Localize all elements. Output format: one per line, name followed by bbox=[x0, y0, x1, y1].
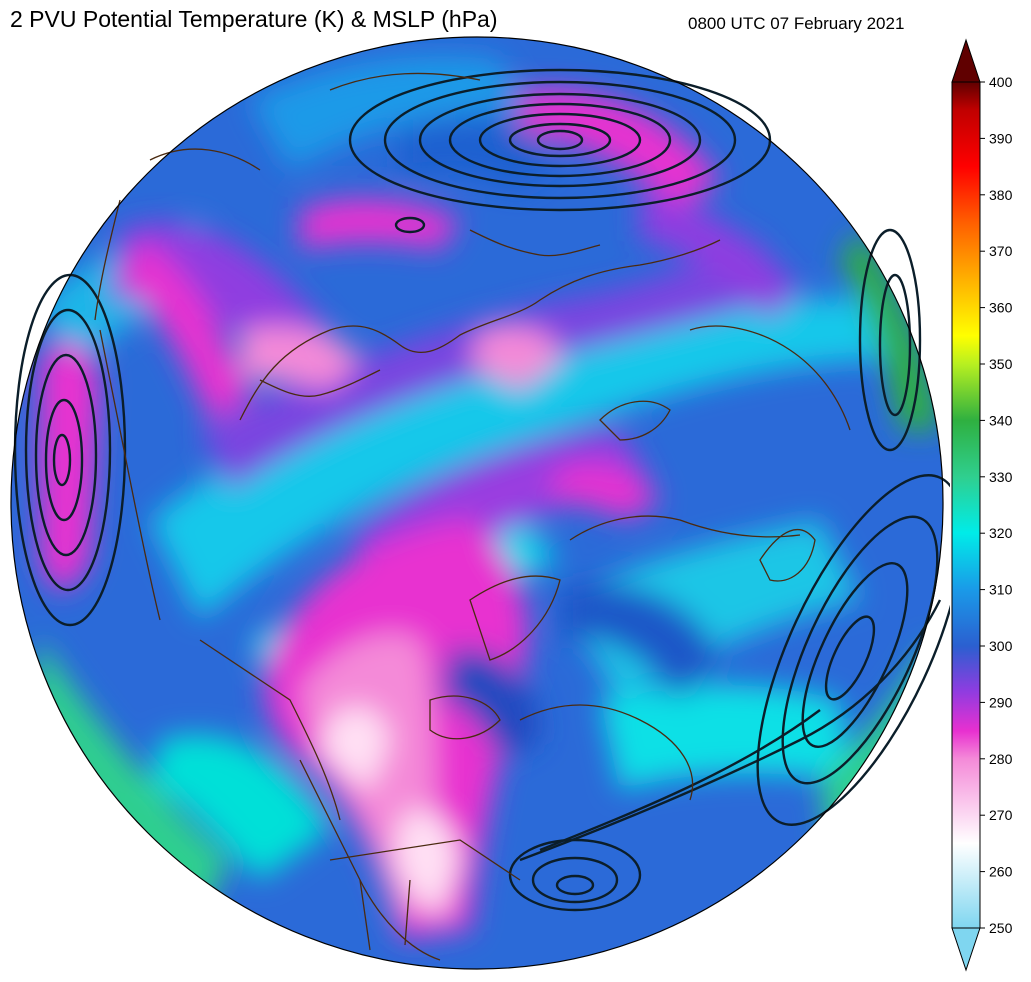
colorbar-tick-label: 290 bbox=[989, 694, 1013, 710]
colorbar-tick-label: 370 bbox=[989, 243, 1013, 259]
colorbar-max-extend bbox=[951, 38, 981, 83]
colorbar-min-extend bbox=[951, 927, 981, 972]
colorbar-tick-label: 280 bbox=[989, 751, 1013, 767]
mslp-contours bbox=[13, 68, 950, 912]
map-title: 2 PVU Potential Temperature (K) & MSLP (… bbox=[10, 6, 498, 32]
colorbar-tick-label: 340 bbox=[989, 412, 1013, 428]
polar-map bbox=[10, 36, 950, 970]
colorbar-tick-label: 390 bbox=[989, 130, 1013, 146]
globe-boundary bbox=[10, 36, 944, 970]
colorbar-tick-label: 300 bbox=[989, 638, 1013, 654]
colorbar-tick-label: 400 bbox=[989, 74, 1013, 90]
coastlines bbox=[94, 72, 851, 961]
colorbar-gradient bbox=[951, 81, 981, 929]
colorbar-tick-label: 350 bbox=[989, 356, 1013, 372]
colorbar-tick-label: 260 bbox=[989, 864, 1013, 880]
colorbar-tick-label: 270 bbox=[989, 807, 1013, 823]
valid-time: 0800 UTC 07 February 2021 bbox=[688, 14, 905, 33]
colorbar-tick-label: 360 bbox=[989, 300, 1013, 316]
colorbar-tick-label: 310 bbox=[989, 582, 1013, 598]
colorbar-ticks: 250 260 270 280 290 300 310 320 330 340 350 360 370 3… bbox=[980, 74, 1013, 936]
colorbar-tick-label: 380 bbox=[989, 187, 1013, 203]
colorbar-tick-label: 330 bbox=[989, 469, 1013, 485]
colorbar-tick-label: 250 bbox=[989, 920, 1013, 936]
colorbar-tick-label: 320 bbox=[989, 525, 1013, 541]
